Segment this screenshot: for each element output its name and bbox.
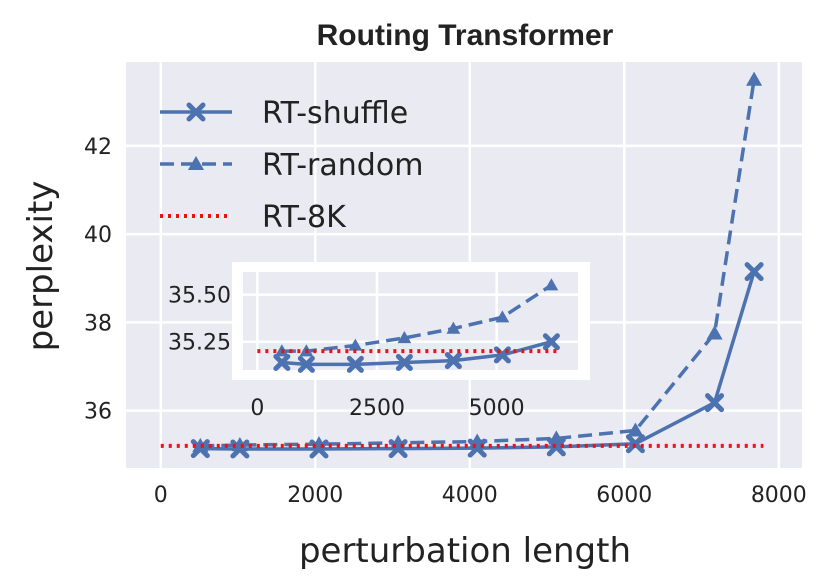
x-tick-label: 2000 bbox=[287, 483, 343, 508]
x-tick-label: 8000 bbox=[751, 483, 807, 508]
y-axis-label: perplexity bbox=[21, 181, 61, 352]
data-point-rt-shuffle bbox=[297, 355, 315, 373]
y-tick-label: 42 bbox=[84, 135, 112, 160]
inset-tick-labels: 0 2500 5000 35.25 35.50 bbox=[168, 284, 525, 421]
data-point-rt-shuffle bbox=[346, 355, 364, 373]
x-tick-label: 0 bbox=[154, 483, 168, 508]
legend-label-rt-shuffle: RT-shuffle bbox=[262, 96, 408, 131]
y-tick-label: 40 bbox=[84, 223, 112, 248]
data-point-rt-shuffle bbox=[705, 393, 725, 413]
data-point-rt-random bbox=[627, 422, 644, 437]
legend: RT-shuffle RT-random RT-8K bbox=[160, 96, 423, 235]
legend-marker-rt-shuffle bbox=[186, 102, 206, 122]
data-point-rt-shuffle bbox=[744, 262, 764, 282]
data-point-rt-random bbox=[397, 331, 412, 344]
legend-label-rt-random: RT-random bbox=[262, 148, 423, 183]
x-axis-label: perturbation length bbox=[299, 531, 631, 571]
inset-chart: 0 2500 5000 35.25 35.50 bbox=[168, 262, 590, 421]
x-tick-label: 6000 bbox=[596, 483, 652, 508]
x-tick-label: 4000 bbox=[442, 483, 498, 508]
data-point-rt-shuffle bbox=[625, 434, 645, 454]
y-tick-label: 38 bbox=[84, 311, 112, 336]
data-point-rt-random bbox=[548, 430, 565, 445]
data-point-rt-random bbox=[446, 321, 461, 334]
inset-plot-background bbox=[243, 272, 578, 370]
data-point-rt-shuffle bbox=[395, 353, 413, 371]
x-tick-label: 0 bbox=[250, 396, 264, 421]
x-tick-label: 2500 bbox=[349, 396, 405, 421]
data-point-rt-random bbox=[348, 338, 363, 351]
y-tick-label: 36 bbox=[84, 400, 112, 425]
chart-title: Routing Transformer bbox=[317, 19, 614, 52]
data-point-rt-shuffle bbox=[273, 353, 291, 371]
data-point-rt-random bbox=[231, 437, 248, 452]
x-tick-label: 5000 bbox=[469, 396, 525, 421]
data-point-rt-random bbox=[495, 310, 510, 323]
data-point-rt-shuffle bbox=[444, 352, 462, 370]
data-point-rt-random bbox=[544, 278, 559, 291]
y-tick-label: 35.50 bbox=[168, 284, 231, 309]
y-tick-label: 35.25 bbox=[168, 331, 231, 356]
main-tick-labels: 0 2000 4000 6000 8000 36 38 40 42 bbox=[84, 135, 807, 508]
legend-label-rt-8k: RT-8K bbox=[262, 200, 347, 235]
inset-series-layer bbox=[257, 278, 560, 373]
data-point-rt-random bbox=[706, 325, 723, 340]
main-series-layer bbox=[160, 71, 764, 459]
legend-marker-rt-random bbox=[187, 155, 205, 171]
data-point-rt-shuffle bbox=[542, 333, 560, 351]
data-point-rt-random bbox=[746, 71, 763, 86]
data-point-rt-random bbox=[192, 437, 209, 452]
